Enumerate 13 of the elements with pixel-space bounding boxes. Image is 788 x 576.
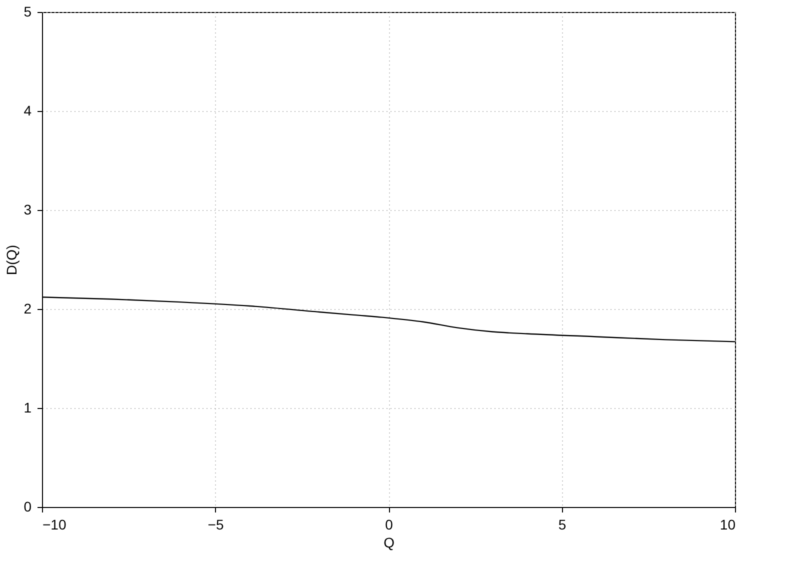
x-tick-label: 0 [385, 516, 394, 532]
y-tick-label: 3 [24, 202, 32, 218]
y-tick-label: 4 [24, 102, 32, 118]
x-tick-label: 5 [558, 516, 566, 532]
y-axis-title: D(Q) [4, 244, 20, 276]
x-tick-label: −10 [42, 516, 66, 532]
y-tick-label: 0 [24, 498, 32, 514]
x-tick-label: 10 [720, 516, 736, 532]
y-tick-label: 5 [24, 4, 32, 20]
x-tick-label: −5 [208, 516, 224, 532]
y-tick-label: 2 [24, 300, 32, 316]
x-axis-title: Q [384, 534, 395, 550]
y-tick-label: 1 [24, 400, 32, 416]
